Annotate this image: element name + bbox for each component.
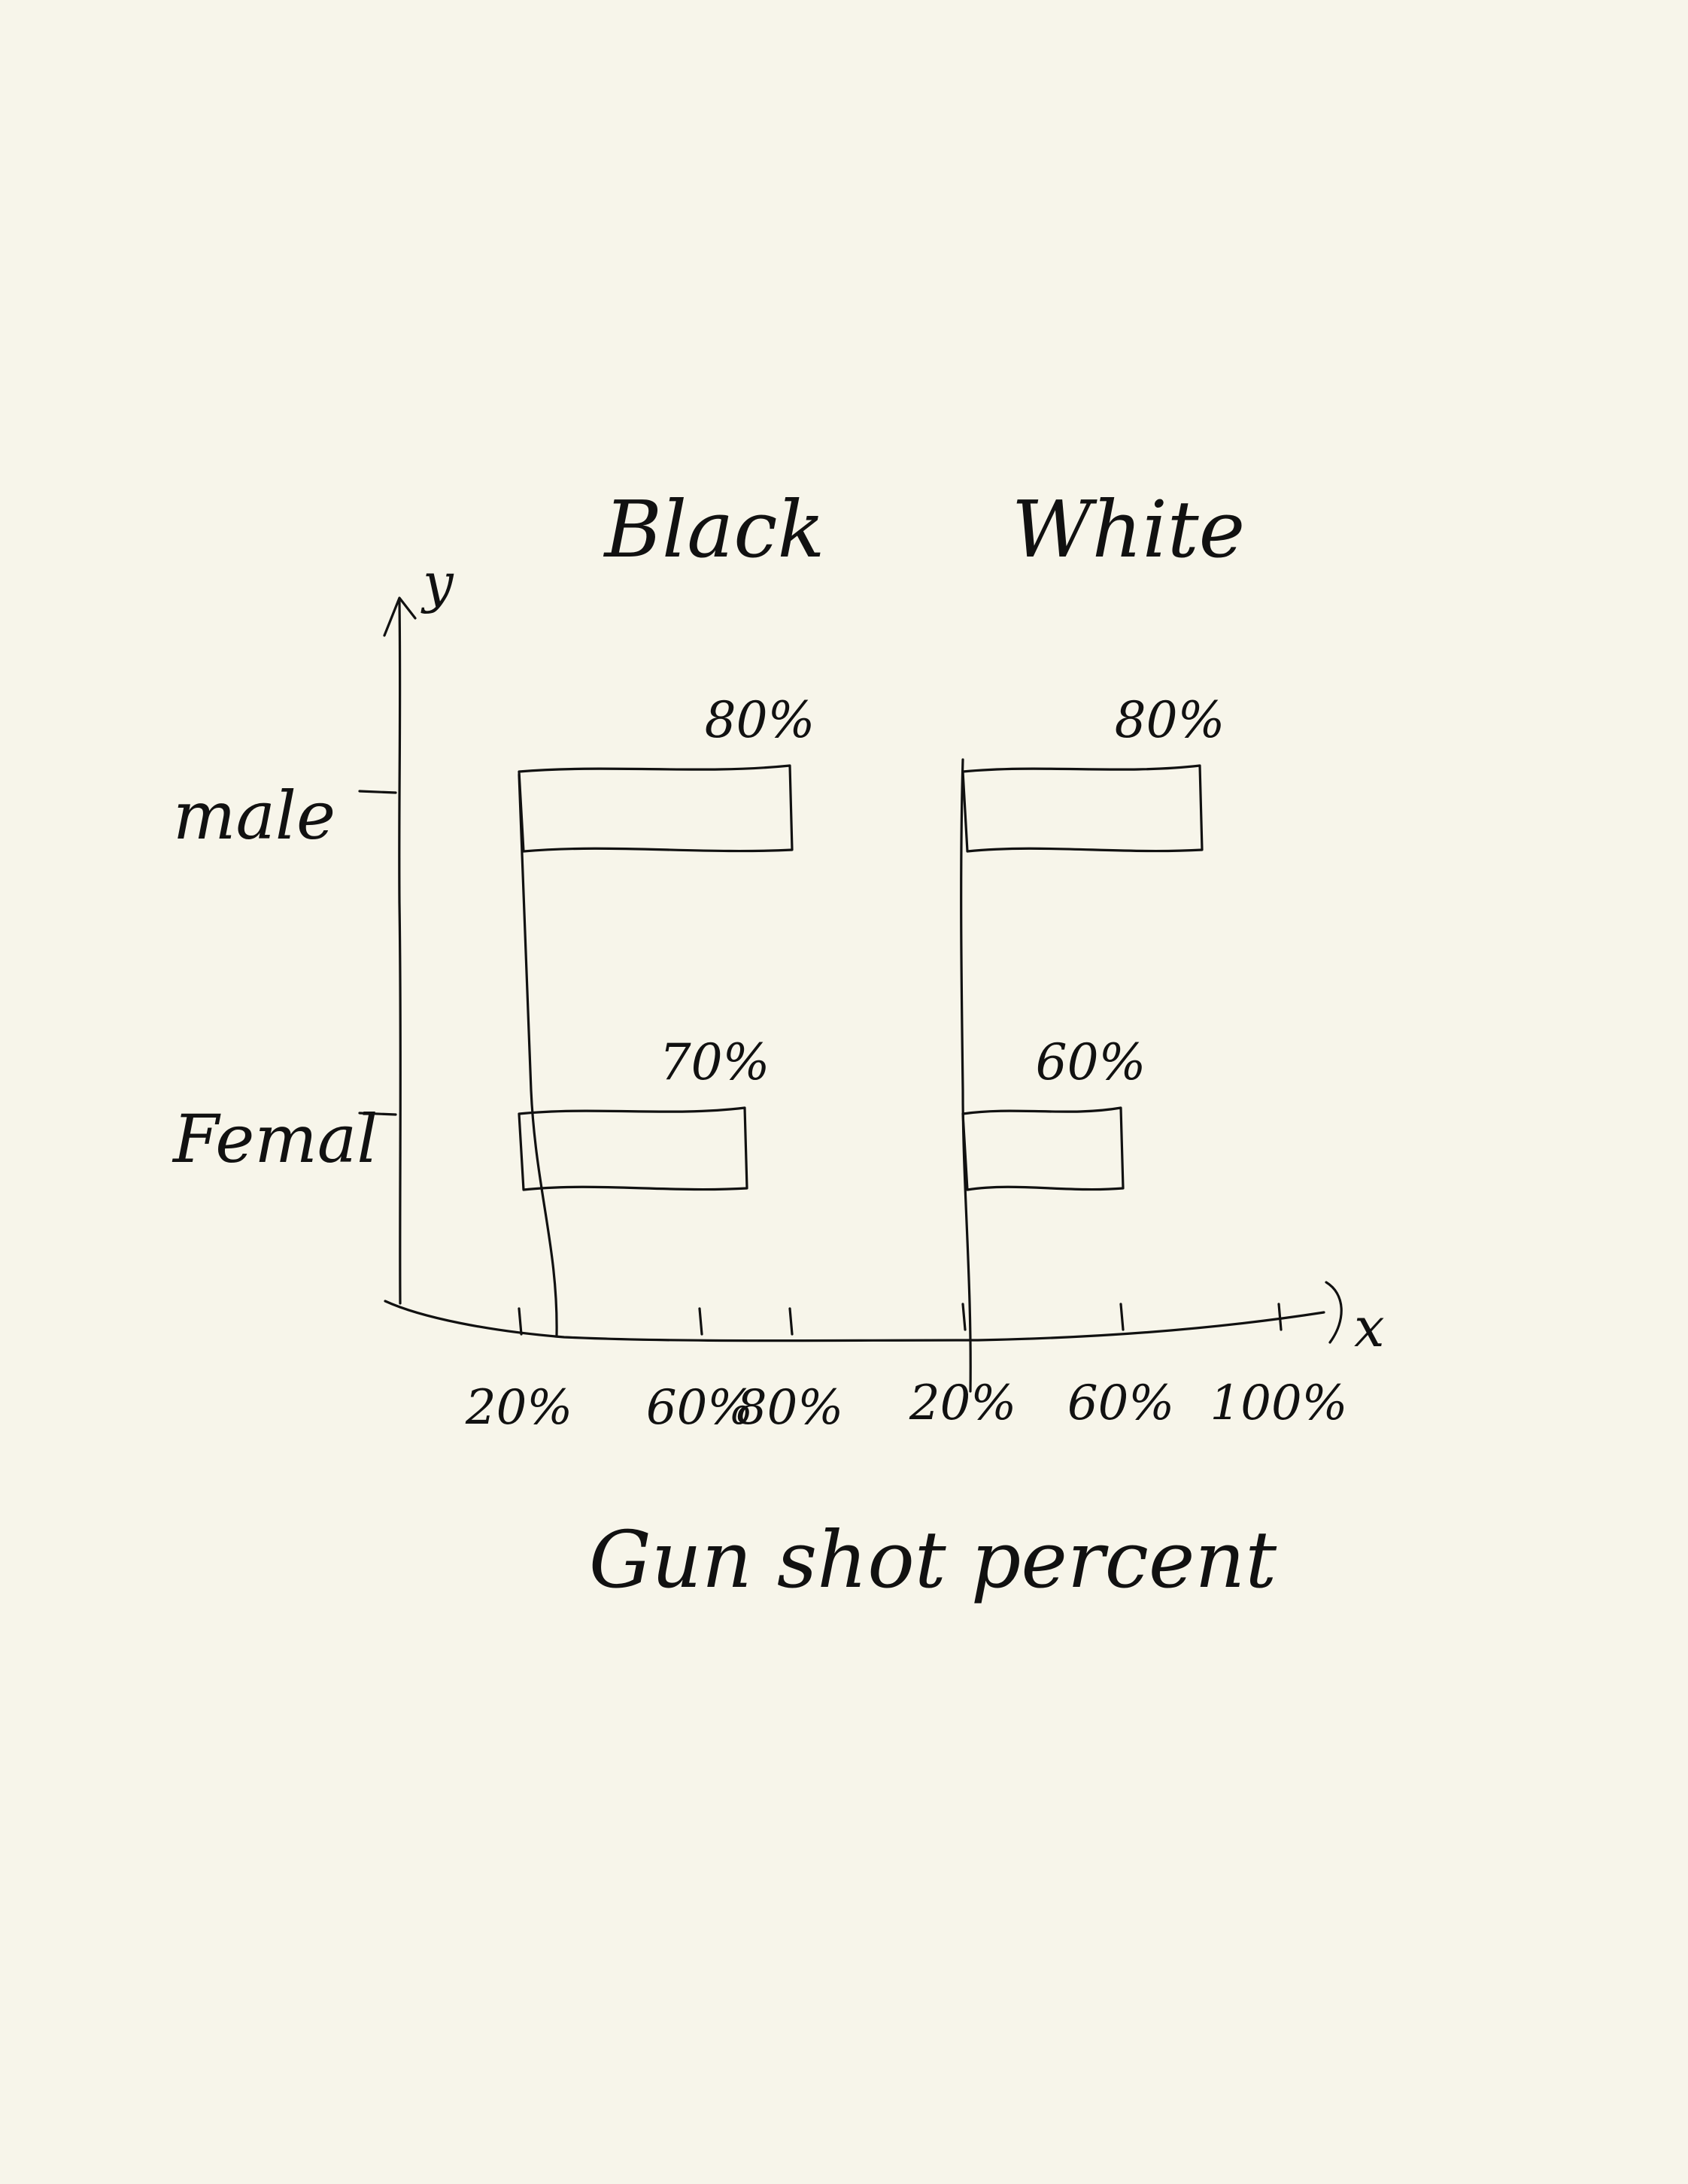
data-label-black-femal: 70% xyxy=(660,1033,770,1091)
x-axis-title: Gun shot percent xyxy=(589,1514,1277,1606)
panel-baseline-black xyxy=(518,773,558,1336)
y-tick-femal xyxy=(358,1112,397,1116)
x-tick-black-0 xyxy=(518,1307,523,1336)
y-axis-line xyxy=(398,600,402,1305)
y-axis-label: y xyxy=(420,551,454,614)
bar-black-male xyxy=(518,764,794,853)
panel-title-black: Black xyxy=(603,484,825,575)
y-axis-arrowhead xyxy=(383,596,417,637)
bar-black-femal xyxy=(518,1106,748,1191)
y-category-label-femal: Femal xyxy=(172,1100,378,1178)
x-axis-line xyxy=(384,1300,1325,1342)
y-tick-male xyxy=(358,790,397,794)
x-axis-arrowhead xyxy=(1325,1281,1343,1344)
x-tick-label-white-1: 60% xyxy=(1067,1376,1174,1431)
x-tick-white-0 xyxy=(961,1303,967,1331)
x-tick-white-1 xyxy=(1119,1303,1125,1331)
x-tick-label-black-1: 60% xyxy=(646,1380,753,1436)
panel-baseline-white xyxy=(960,758,972,1393)
data-label-white-femal: 60% xyxy=(1036,1033,1146,1091)
x-axis-label: x xyxy=(1354,1296,1385,1359)
panel-title-white: White xyxy=(1012,484,1245,575)
x-tick-label-black-0: 20% xyxy=(465,1380,572,1436)
x-tick-black-1 xyxy=(698,1307,703,1336)
bar-white-femal xyxy=(961,1106,1125,1191)
x-tick-label-black-2: 80% xyxy=(736,1380,843,1436)
data-label-white-male: 80% xyxy=(1115,691,1225,749)
x-tick-label-white-2: 100% xyxy=(1210,1376,1348,1431)
x-tick-label-white-0: 20% xyxy=(909,1376,1016,1431)
x-tick-white-2 xyxy=(1277,1303,1283,1331)
x-tick-black-2 xyxy=(788,1307,794,1336)
bar-white-male xyxy=(961,764,1204,853)
data-label-black-male: 80% xyxy=(705,691,815,749)
y-category-label-male: male xyxy=(173,777,335,854)
